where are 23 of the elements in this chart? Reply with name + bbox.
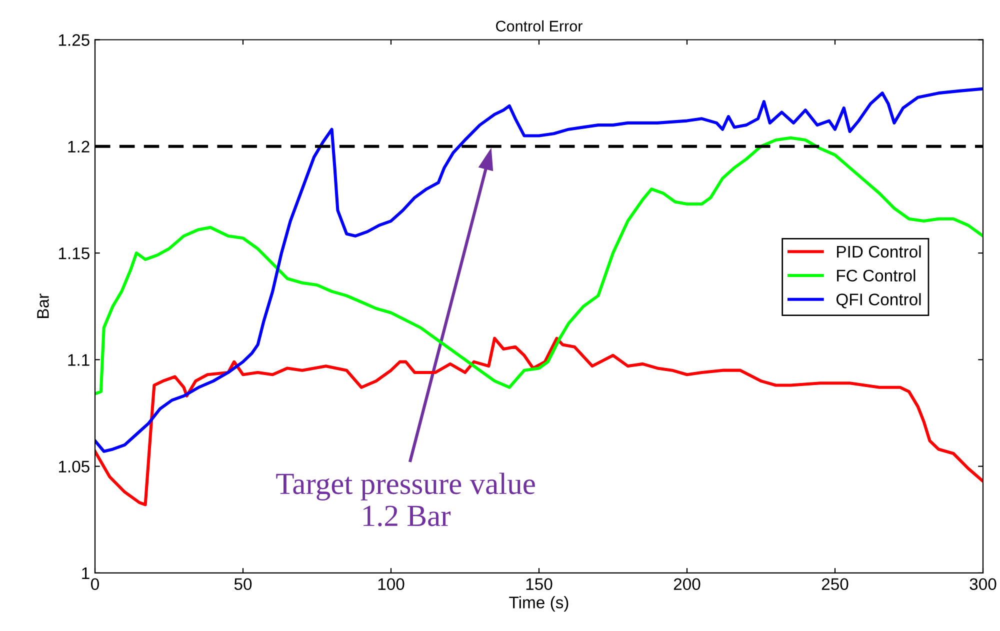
legend-label: QFI Control xyxy=(836,293,921,308)
annotation: Target pressure value 1.2 Bar xyxy=(276,472,535,526)
y-tick-label: 1.15 xyxy=(58,248,90,260)
y-tick-label: 1.05 xyxy=(58,460,90,473)
x-axis-title: Time (s) xyxy=(509,596,568,612)
x-tick-label: 0 xyxy=(91,578,99,590)
y-tick-label: 1.1 xyxy=(68,354,90,366)
x-tick-label: 150 xyxy=(526,578,552,590)
y-tick-label: 1.2 xyxy=(68,140,90,152)
line-series xyxy=(95,136,983,396)
x-tick-label: 250 xyxy=(822,578,848,590)
x-tick-label: 200 xyxy=(674,578,700,590)
x-tick-label: 50 xyxy=(234,578,252,590)
y-axis-title: Bar xyxy=(37,294,49,318)
x-tick-label: 100 xyxy=(378,578,404,590)
line-series xyxy=(95,87,983,453)
legend-label: PID Control xyxy=(837,245,921,258)
legend-label: FC Control xyxy=(837,269,916,282)
x-tick-label: 300 xyxy=(970,578,996,590)
y-tick-label: 1 xyxy=(82,568,90,579)
line-series xyxy=(95,336,983,506)
y-tick-label: 1.25 xyxy=(58,34,90,46)
chart-title: Control Error xyxy=(496,20,582,32)
